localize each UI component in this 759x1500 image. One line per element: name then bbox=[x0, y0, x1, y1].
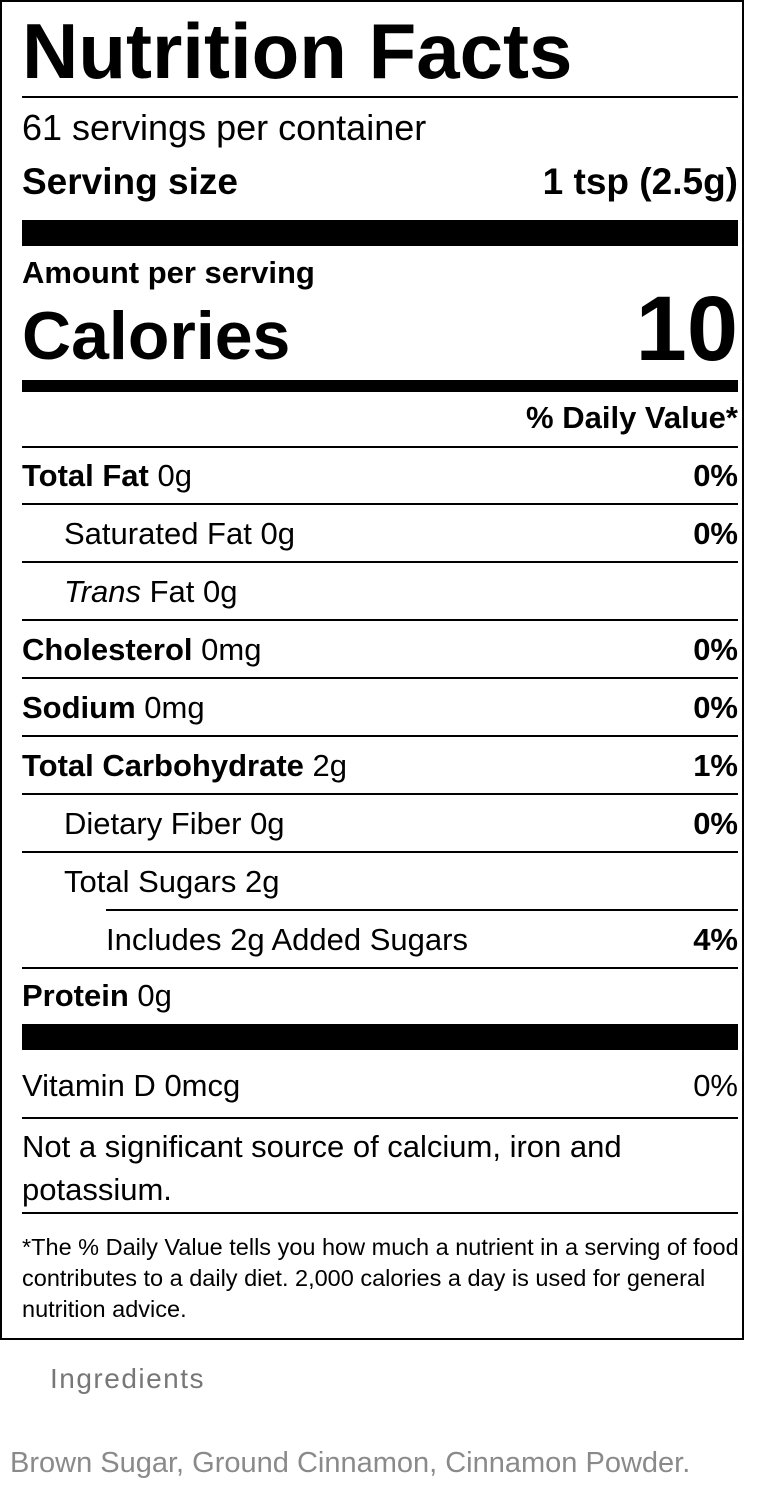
nutrient-row: Sodium 0mg 0% bbox=[22, 679, 738, 737]
amount-label: Amount per serving bbox=[22, 255, 315, 290]
nutrient-dv: 0% bbox=[693, 690, 738, 725]
vitamin-name: Vitamin D bbox=[22, 1068, 156, 1103]
nutrient-amount: 0g bbox=[203, 574, 238, 609]
footnote: *The % Daily Value tells you how much a … bbox=[22, 1234, 739, 1322]
nutrient-amount: 2g bbox=[230, 922, 265, 957]
divider bbox=[22, 967, 738, 969]
nutrient-dv: 0% bbox=[693, 806, 738, 841]
calories-label: Calories bbox=[22, 298, 291, 374]
nutrient-amount: 2g bbox=[244, 864, 280, 899]
nutrient-amount: 2g bbox=[312, 748, 348, 783]
serving-size-value: 1 tsp (2.5g) bbox=[542, 161, 738, 202]
nutrient-name: Total Carbohydrate bbox=[22, 748, 304, 783]
nutrient-row: Protein 0g bbox=[22, 967, 738, 1025]
nutrient-dv: 0% bbox=[693, 516, 738, 551]
calories-value: 10 bbox=[635, 278, 738, 380]
divider bbox=[22, 96, 738, 98]
nutrient-name: Total Fat bbox=[22, 458, 149, 493]
vitamin-dv: 0% bbox=[693, 1068, 738, 1103]
thick-bar bbox=[22, 380, 738, 392]
divider bbox=[22, 1212, 738, 1214]
ingredients-title: Ingredients bbox=[50, 1363, 206, 1394]
nutrient-row: Dietary Fiber 0g 0% bbox=[22, 795, 738, 853]
nutrient-row: Trans Fat 0g bbox=[22, 563, 738, 621]
divider bbox=[22, 851, 738, 853]
nutrient-dv: 1% bbox=[693, 748, 738, 783]
divider bbox=[22, 677, 738, 679]
divider bbox=[22, 619, 738, 621]
nutrient-amount: 0g bbox=[157, 458, 192, 493]
thick-bar bbox=[22, 1024, 738, 1050]
nutrient-row: Includes 2g Added Sugars 4% bbox=[22, 911, 738, 969]
nutrient-name: Dietary Fiber bbox=[64, 806, 242, 841]
nutrient-name: Sodium bbox=[22, 690, 136, 725]
nutrient-name: Total Sugars bbox=[64, 864, 237, 899]
nutrient-name: Protein bbox=[22, 978, 129, 1013]
note: Not a significant source of calcium, iro… bbox=[22, 1129, 622, 1207]
nutrition-label bbox=[0, 0, 744, 1340]
divider bbox=[106, 909, 738, 911]
nutrient-dv: 0% bbox=[693, 632, 738, 667]
nutrient-amount: 0g bbox=[137, 978, 172, 1013]
divider bbox=[22, 793, 738, 795]
nutrient-amount: 0g bbox=[260, 516, 295, 551]
nutrient-row: Total Fat 0g 0% bbox=[22, 447, 738, 505]
title: Nutrition Facts bbox=[22, 7, 573, 95]
nutrient-dv: 0% bbox=[693, 458, 738, 493]
ingredients-text: Brown Sugar, Ground Cinnamon, Cinnamon P… bbox=[10, 1447, 691, 1479]
nutrient-row: Saturated Fat 0g 0% bbox=[22, 505, 738, 563]
nutrient-name: Trans bbox=[64, 574, 141, 609]
nutrient-name: Includes bbox=[106, 922, 222, 957]
vitamin-row: Vitamin D 0mcg 0% bbox=[22, 1057, 738, 1115]
servings: 61 servings per container bbox=[22, 107, 427, 148]
nutrient-row: Total Sugars 2g bbox=[22, 853, 738, 911]
serving-size-label: Serving size bbox=[22, 161, 238, 202]
nutrient-name: Added Sugars bbox=[271, 922, 468, 957]
nutrient-dv: 4% bbox=[693, 922, 738, 957]
nutrient-name: Cholesterol bbox=[22, 632, 193, 667]
nutrient-amount: 0g bbox=[250, 806, 285, 841]
nutrient-name: Saturated Fat bbox=[64, 516, 252, 551]
divider bbox=[22, 1117, 738, 1119]
nutrient-amount: 0mg bbox=[144, 690, 205, 725]
nutrient-amount: 0mg bbox=[201, 632, 262, 667]
divider bbox=[22, 446, 738, 448]
divider bbox=[22, 735, 738, 737]
nutrient-name: Fat bbox=[149, 574, 195, 609]
dv-header: % Daily Value* bbox=[526, 400, 738, 435]
thick-bar bbox=[22, 220, 738, 246]
nutrient-row: Total Carbohydrate 2g 1% bbox=[22, 737, 738, 795]
vitamin-amount: 0mcg bbox=[164, 1068, 241, 1103]
divider bbox=[22, 561, 738, 563]
nutrient-row: Cholesterol 0mg 0% bbox=[22, 621, 738, 679]
divider bbox=[22, 503, 738, 505]
